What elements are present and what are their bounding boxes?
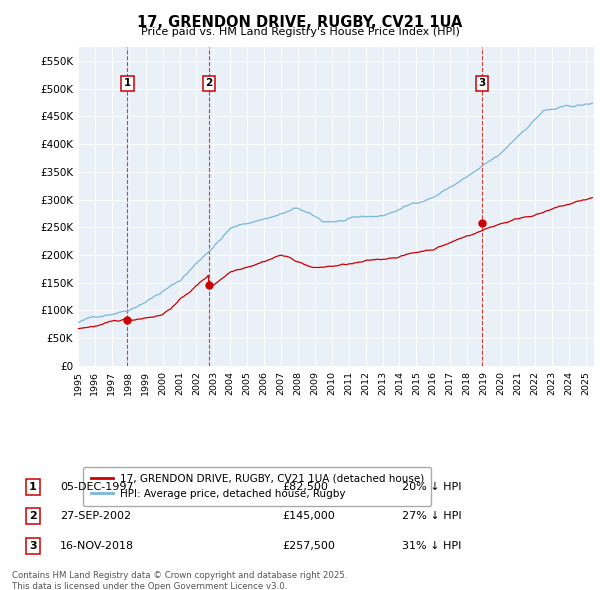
Text: £145,000: £145,000 bbox=[282, 512, 335, 521]
Text: 2: 2 bbox=[29, 512, 37, 521]
Text: Contains HM Land Registry data © Crown copyright and database right 2025.: Contains HM Land Registry data © Crown c… bbox=[12, 571, 347, 580]
Legend: 17, GRENDON DRIVE, RUGBY, CV21 1UA (detached house), HPI: Average price, detache: 17, GRENDON DRIVE, RUGBY, CV21 1UA (deta… bbox=[83, 467, 431, 506]
Text: Price paid vs. HM Land Registry's House Price Index (HPI): Price paid vs. HM Land Registry's House … bbox=[140, 27, 460, 37]
Text: This data is licensed under the Open Government Licence v3.0.: This data is licensed under the Open Gov… bbox=[12, 582, 287, 590]
Text: 31% ↓ HPI: 31% ↓ HPI bbox=[402, 541, 461, 550]
Text: 1: 1 bbox=[29, 482, 37, 491]
Text: 17, GRENDON DRIVE, RUGBY, CV21 1UA: 17, GRENDON DRIVE, RUGBY, CV21 1UA bbox=[137, 15, 463, 30]
Text: £257,500: £257,500 bbox=[282, 541, 335, 550]
Text: £82,500: £82,500 bbox=[282, 482, 328, 491]
Text: 20% ↓ HPI: 20% ↓ HPI bbox=[402, 482, 461, 491]
Text: 27-SEP-2002: 27-SEP-2002 bbox=[60, 512, 131, 521]
Text: 2: 2 bbox=[205, 78, 213, 88]
Text: 3: 3 bbox=[29, 541, 37, 550]
Text: 16-NOV-2018: 16-NOV-2018 bbox=[60, 541, 134, 550]
Text: 05-DEC-1997: 05-DEC-1997 bbox=[60, 482, 134, 491]
Text: 27% ↓ HPI: 27% ↓ HPI bbox=[402, 512, 461, 521]
Text: 3: 3 bbox=[478, 78, 485, 88]
Text: 1: 1 bbox=[124, 78, 131, 88]
